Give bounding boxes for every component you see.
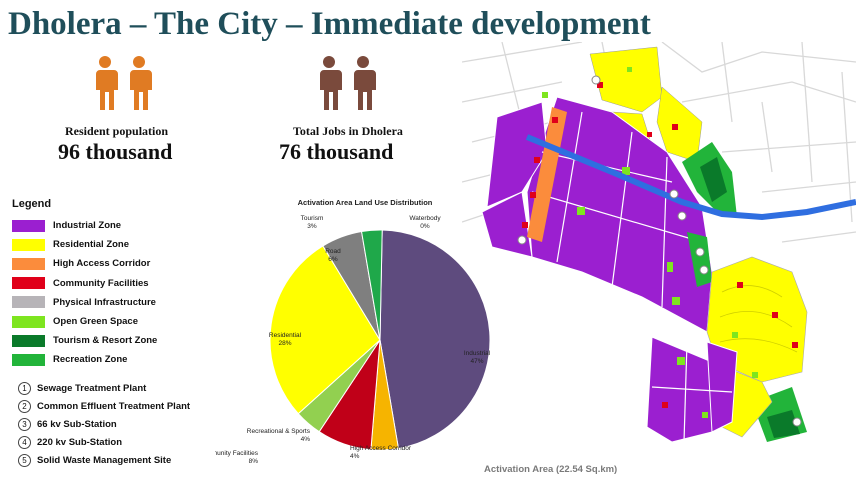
land-use-pie-chart: Activation Area Land Use Distribution In… — [215, 185, 515, 475]
pie-label: Residential — [269, 332, 302, 339]
people-brown-icon — [312, 55, 382, 111]
legend: Legend Industrial Zone Residential Zone Hi… — [12, 198, 232, 370]
facility-item: 5 Solid Waste Management Site — [18, 452, 248, 470]
pie-label: Community Facilities — [215, 450, 259, 457]
legend-label: Residential Zone — [53, 239, 130, 251]
canal — [525, 134, 856, 221]
legend-label: Tourism & Resort Zone — [53, 335, 158, 347]
pie-label: Industrial — [464, 350, 491, 357]
pie-percent: 28% — [278, 340, 291, 347]
pie-percent: 4% — [301, 436, 311, 443]
legend-swatch — [12, 296, 45, 309]
facility-item: 3 66 kv Sub-Station — [18, 415, 248, 433]
pie-slice-residential — [269, 245, 381, 415]
legend-item: Community Facilities — [12, 274, 232, 293]
legend-item: Tourism & Resort Zone — [12, 331, 232, 350]
legend-swatch — [12, 219, 45, 232]
legend-label: Community Facilities — [53, 277, 149, 289]
corridor-strips — [522, 92, 567, 242]
legend-title: Legend — [12, 198, 52, 210]
legend-swatch — [12, 315, 45, 328]
chart-title: Activation Area Land Use Distribution — [298, 198, 433, 207]
facility-number: 2 — [18, 399, 31, 413]
page-title: Dholera – The City – Immediate developme… — [8, 6, 651, 42]
legend-label: Industrial Zone — [53, 220, 122, 232]
legend-item: Industrial Zone — [12, 216, 232, 235]
pie-label: Tourism — [301, 215, 324, 222]
legend-item: High Access Corridor — [12, 254, 232, 273]
legend-swatch — [12, 238, 45, 251]
facility-number: 1 — [18, 381, 31, 395]
legend-item: Open Green Space — [12, 312, 232, 331]
south-industrial — [646, 336, 738, 443]
facility-label: Common Effluent Treatment Plant — [37, 400, 191, 412]
pie-label: Road — [325, 248, 341, 255]
facility-list: 1 Sewage Treatment Plant 2 Common Effluent … — [18, 379, 248, 470]
pie-label: Waterbody — [409, 215, 441, 222]
legend-swatch — [12, 334, 45, 347]
activation-area-map: Activation Area (22.54 Sq.km) — [462, 42, 856, 482]
green-zones — [682, 142, 807, 442]
legend-label: Open Green Space — [53, 316, 139, 328]
legend-item: Residential Zone — [12, 235, 232, 254]
legend-label: High Access Corridor — [53, 258, 151, 270]
legend-swatch — [12, 353, 45, 366]
resident-value: 96 thousand — [58, 139, 173, 164]
legend-swatch — [12, 257, 45, 270]
jobs-value: 76 thousand — [279, 139, 394, 164]
facility-label: 66 kv Sub-Station — [37, 418, 117, 430]
facility-number: 4 — [18, 436, 31, 450]
facility-label: Sewage Treatment Plant — [37, 382, 147, 394]
jobs-label: Total Jobs in Dholera — [293, 124, 403, 138]
facility-markers — [517, 75, 802, 427]
facility-item: 2 Common Effluent Treatment Plant — [18, 397, 248, 415]
facility-item: 1 Sewage Treatment Plant — [18, 379, 248, 397]
pie-percent: 0% — [420, 223, 430, 230]
pie-label: Recreational & Sports — [247, 428, 311, 435]
facility-label: Solid Waste Management Site — [37, 455, 172, 467]
facility-number: 5 — [18, 454, 31, 468]
pie-percent: 4% — [350, 453, 360, 460]
pie-percent: 6% — [328, 256, 338, 263]
people-orange-icon — [88, 55, 158, 111]
legend-label: Physical Infrastructure — [53, 296, 156, 308]
pie-percent: 47% — [470, 358, 483, 365]
facility-label: 220 kv Sub-Station — [37, 437, 122, 449]
facility-number: 3 — [18, 417, 31, 431]
pie-percent: 8% — [249, 458, 259, 465]
map-caption: Activation Area (22.54 Sq.km) — [484, 464, 617, 475]
facility-item: 4 220 kv Sub-Station — [18, 434, 248, 452]
legend-swatch — [12, 277, 45, 290]
legend-label: Recreation Zone — [53, 354, 128, 366]
pie-percent: 3% — [307, 223, 317, 230]
pie-slice-industrial — [379, 229, 491, 450]
legend-item: Recreation Zone — [12, 350, 232, 369]
resident-label: Resident population — [65, 124, 169, 138]
pie-slice-tourism — [360, 229, 383, 341]
legend-item: Physical Infrastructure — [12, 293, 232, 312]
pie-label: High Access Corridor — [350, 445, 412, 452]
